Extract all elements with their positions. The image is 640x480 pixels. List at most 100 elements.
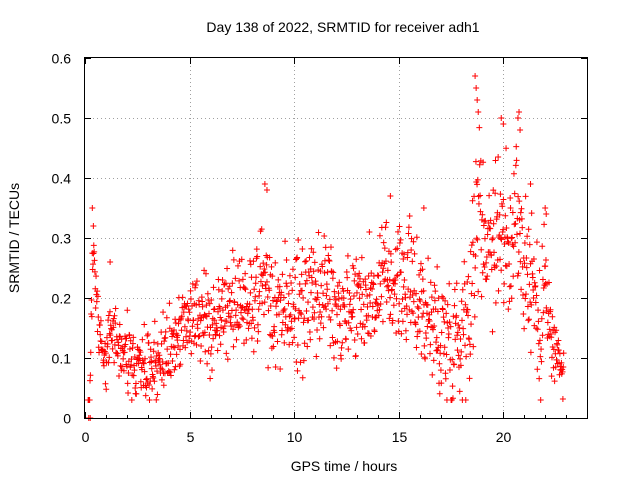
- data-point: [250, 348, 257, 355]
- data-point: [379, 318, 386, 325]
- data-point: [408, 246, 415, 253]
- data-point: [498, 236, 505, 243]
- data-point: [350, 293, 357, 300]
- data-point: [337, 306, 344, 313]
- data-point: [417, 260, 424, 267]
- data-point: [464, 279, 471, 286]
- data-point: [167, 372, 174, 379]
- data-point: [343, 268, 350, 275]
- data-point: [454, 329, 461, 336]
- data-point: [365, 272, 372, 279]
- data-point: [443, 310, 450, 317]
- data-point: [532, 299, 539, 306]
- data-point: [495, 154, 502, 161]
- data-point: [374, 272, 381, 279]
- data-point: [124, 380, 131, 387]
- data-point: [252, 280, 259, 287]
- data-point: [472, 158, 479, 165]
- data-point: [433, 334, 440, 341]
- data-point: [96, 322, 103, 329]
- data-point: [265, 307, 272, 314]
- data-point: [468, 290, 475, 297]
- data-point: [411, 250, 418, 257]
- data-point: [217, 341, 224, 348]
- data-point: [509, 234, 516, 241]
- data-point: [345, 319, 352, 326]
- data-point: [299, 374, 306, 381]
- data-point: [560, 364, 567, 371]
- data-point: [364, 303, 371, 310]
- data-point: [215, 286, 222, 293]
- data-point: [436, 360, 443, 367]
- data-point: [354, 330, 361, 337]
- data-point: [507, 282, 514, 289]
- data-point: [499, 203, 506, 210]
- data-point: [338, 355, 345, 362]
- data-point: [449, 356, 456, 363]
- data-point: [300, 319, 307, 326]
- data-point: [516, 198, 523, 205]
- data-point: [143, 384, 150, 391]
- data-point: [417, 297, 424, 304]
- data-point: [172, 320, 179, 327]
- data-point: [429, 371, 436, 378]
- data-point: [412, 321, 419, 328]
- data-point: [97, 331, 104, 338]
- data-point: [311, 316, 318, 323]
- data-point: [405, 230, 412, 237]
- data-point: [124, 307, 131, 314]
- data-point: [160, 382, 167, 389]
- data-point: [180, 337, 187, 344]
- data-point: [530, 256, 537, 263]
- data-point: [545, 279, 552, 286]
- data-point: [242, 286, 249, 293]
- data-point: [167, 369, 174, 376]
- data-point: [232, 275, 239, 282]
- data-point: [274, 338, 281, 345]
- data-point: [368, 270, 375, 277]
- data-point: [436, 390, 443, 397]
- data-point: [507, 204, 514, 211]
- data-point: [455, 352, 462, 359]
- data-point: [280, 307, 287, 314]
- data-point: [505, 306, 512, 313]
- data-point: [316, 335, 323, 342]
- data-point: [451, 361, 458, 368]
- data-point: [87, 372, 94, 379]
- data-point: [305, 317, 312, 324]
- data-point: [114, 336, 121, 343]
- data-point: [538, 358, 545, 365]
- data-point: [92, 304, 99, 311]
- data-point: [145, 331, 152, 338]
- data-point: [480, 159, 487, 166]
- data-point: [201, 267, 208, 274]
- data-point: [95, 314, 102, 321]
- data-point: [196, 332, 203, 339]
- data-point: [245, 306, 252, 313]
- data-point: [405, 224, 412, 231]
- data-point: [382, 224, 389, 231]
- data-point: [439, 306, 446, 313]
- data-point: [524, 303, 531, 310]
- data-point: [161, 335, 168, 342]
- data-point: [458, 348, 465, 355]
- data-point: [490, 220, 497, 227]
- data-point: [383, 219, 390, 226]
- data-point: [474, 181, 481, 188]
- data-point: [509, 209, 516, 216]
- data-point: [497, 191, 504, 198]
- data-point: [107, 332, 114, 339]
- data-point: [291, 315, 298, 322]
- y-tick-label: 0.3: [52, 231, 72, 247]
- x-tick-label: 5: [187, 429, 195, 445]
- data-point: [302, 280, 309, 287]
- data-point: [338, 344, 345, 351]
- data-point: [331, 293, 338, 300]
- data-point: [515, 193, 522, 200]
- data-point: [472, 253, 479, 260]
- data-point: [477, 192, 484, 199]
- data-point: [311, 259, 318, 266]
- data-point: [507, 195, 514, 202]
- data-point: [252, 293, 259, 300]
